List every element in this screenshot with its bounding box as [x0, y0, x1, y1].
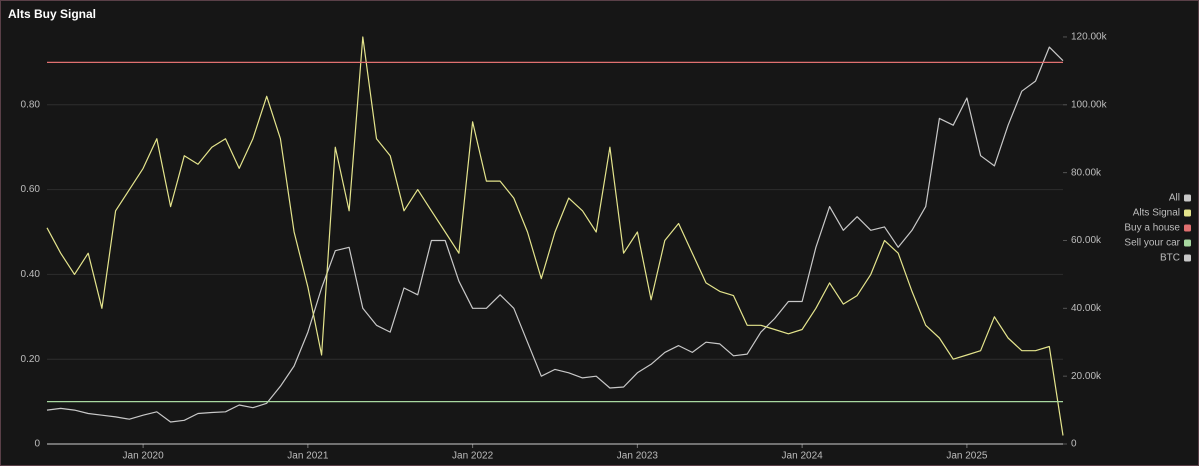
- x-tick-label: Jan 2020: [123, 451, 165, 462]
- legend-swatch: [1184, 254, 1191, 262]
- legend-swatch: [1184, 194, 1191, 202]
- y2-tick-label: 60.00k: [1071, 235, 1102, 246]
- legend-label: BTC: [1160, 253, 1180, 264]
- y-tick-label: 0.40: [21, 269, 41, 280]
- y2-tick-label: 120.00k: [1071, 32, 1108, 43]
- y2-tick-label: 80.00k: [1071, 167, 1102, 178]
- x-tick-label: Jan 2024: [782, 451, 824, 462]
- legend-label: Alts Signal: [1133, 208, 1180, 219]
- y-tick-label: 0.60: [21, 184, 41, 195]
- legend-swatch: [1184, 239, 1191, 247]
- y2-tick-label: 40.00k: [1071, 303, 1102, 314]
- y-tick-label: 0.80: [21, 99, 41, 110]
- legend-label: Buy a house: [1124, 223, 1180, 234]
- chart-title: Alts Buy Signal: [8, 7, 96, 21]
- y-tick-label: 0.20: [21, 354, 41, 365]
- x-tick-label: Jan 2025: [946, 451, 988, 462]
- series-line: [46, 46, 1064, 423]
- legend-swatch: [1184, 209, 1191, 217]
- x-tick-label: Jan 2022: [452, 451, 494, 462]
- y2-tick-label: 0: [1071, 439, 1077, 450]
- x-tick-label: Jan 2023: [617, 451, 659, 462]
- legend-swatch: [1184, 224, 1191, 232]
- y2-tick-label: 100.00k: [1071, 99, 1108, 110]
- x-tick-label: Jan 2021: [287, 451, 329, 462]
- legend-label: All: [1169, 193, 1180, 204]
- legend-label: Sell your car: [1124, 238, 1180, 249]
- y2-tick-label: 20.00k: [1071, 371, 1102, 382]
- y-tick-label: 0: [34, 439, 40, 450]
- series-line: [46, 36, 1064, 436]
